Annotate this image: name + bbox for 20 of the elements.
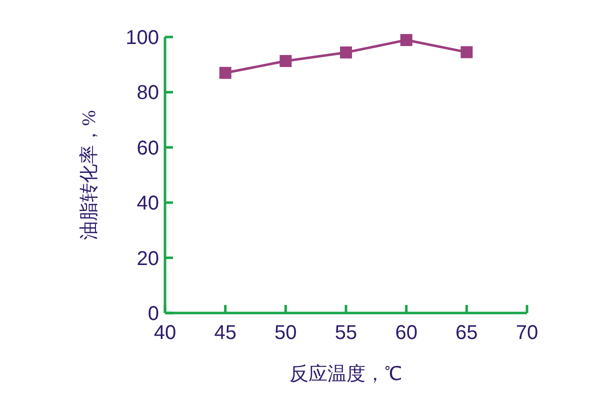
x-tick-label: 40 <box>154 322 176 344</box>
x-tick-label: 60 <box>395 322 418 344</box>
y-tick-label: 80 <box>136 82 159 104</box>
y-tick-label: 100 <box>126 27 159 49</box>
point <box>340 46 352 58</box>
point <box>219 66 232 79</box>
x-tick-label: 55 <box>334 322 358 344</box>
y-tick-label: 20 <box>136 248 159 270</box>
x-tick-label: 45 <box>214 322 236 344</box>
y-tick-label: 0 <box>148 303 159 325</box>
x-tick-label: 65 <box>456 322 478 344</box>
y-tick-label: 40 <box>136 192 159 215</box>
x-tick-label: 70 <box>516 322 538 344</box>
y-tick-label: 60 <box>136 137 159 160</box>
x-axis-title: 反应温度，℃ <box>290 363 402 385</box>
point <box>280 55 292 68</box>
x-tick-label: 50 <box>274 322 297 344</box>
point <box>460 46 473 58</box>
y-axis-title: 油脂转化率，% <box>78 110 100 240</box>
point <box>400 34 412 46</box>
